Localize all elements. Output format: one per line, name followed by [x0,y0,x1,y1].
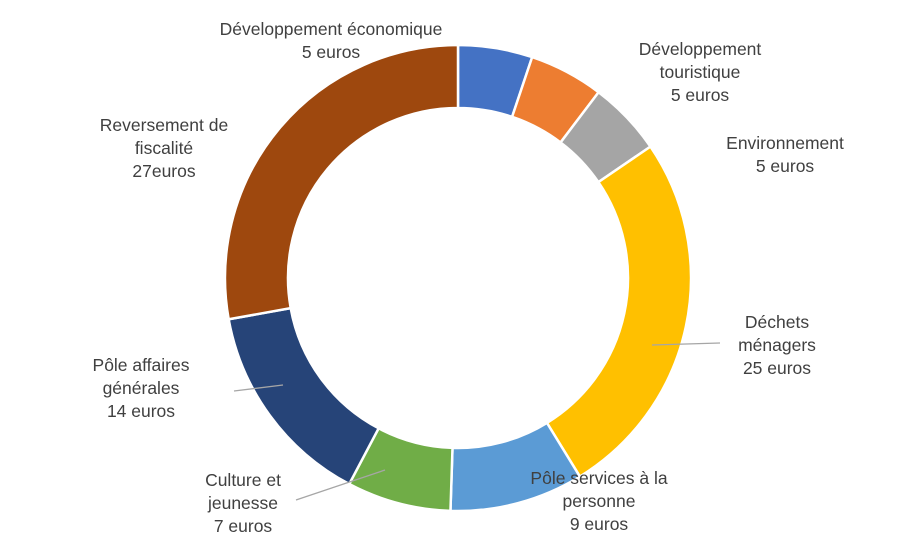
data-label-pole-services: Pôle services à la personne 9 euros [530,468,667,534]
data-label-line: Déchets [745,312,809,332]
data-label-line: Environnement [726,133,844,153]
data-label-line: 27euros [132,161,195,181]
data-label-pole-affaires: Pôle affaires générales 14 euros [93,355,190,421]
data-label-line: personne [563,491,636,511]
data-label-reversement: Reversement de fiscalité 27euros [100,115,228,181]
data-label-line: jeunesse [207,493,278,513]
data-label-line: Pôle services à la [530,468,667,488]
data-label-dev-eco: Développement économique 5 euros [220,19,443,62]
data-label-line: Développement [639,39,762,59]
data-label-line: touristique [660,62,741,82]
leader-line-pole-affaires [233,384,284,392]
data-label-line: Pôle affaires [93,355,190,375]
data-label-line: 5 euros [671,85,730,105]
data-label-dechets: Déchets ménagers 25 euros [738,312,816,378]
data-label-line: 25 euros [743,358,811,378]
leader-line-culture [295,469,386,501]
data-label-culture: Culture et jeunesse 7 euros [205,470,281,536]
donut-slice-pole-affaires [227,306,381,486]
data-label-line: 5 euros [756,156,815,176]
leader-line-dechets [651,342,721,346]
data-label-line: 9 euros [570,514,629,534]
data-label-env: Environnement 5 euros [726,133,844,176]
donut-slice-reversement [223,43,460,321]
data-label-line: 5 euros [302,42,361,62]
data-label-line: générales [103,378,180,398]
data-label-line: 14 euros [107,401,175,421]
data-label-line: Reversement de [100,115,228,135]
data-label-line: Développement économique [220,19,443,39]
data-label-dev-tour: Développement touristique 5 euros [639,39,762,105]
data-label-line: fiscalité [135,138,193,158]
donut-slice-dechets [545,144,693,479]
data-label-line: Culture et [205,470,281,490]
data-label-line: 7 euros [214,516,273,536]
data-label-line: ménagers [738,335,816,355]
